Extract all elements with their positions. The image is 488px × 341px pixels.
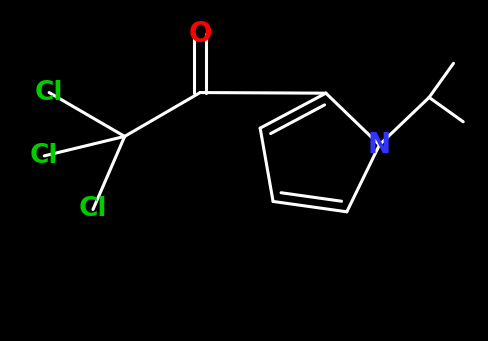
Text: O: O bbox=[188, 20, 212, 48]
Text: Cl: Cl bbox=[30, 143, 59, 169]
Text: Cl: Cl bbox=[79, 196, 107, 222]
Text: Cl: Cl bbox=[35, 79, 63, 106]
Text: N: N bbox=[368, 131, 391, 159]
